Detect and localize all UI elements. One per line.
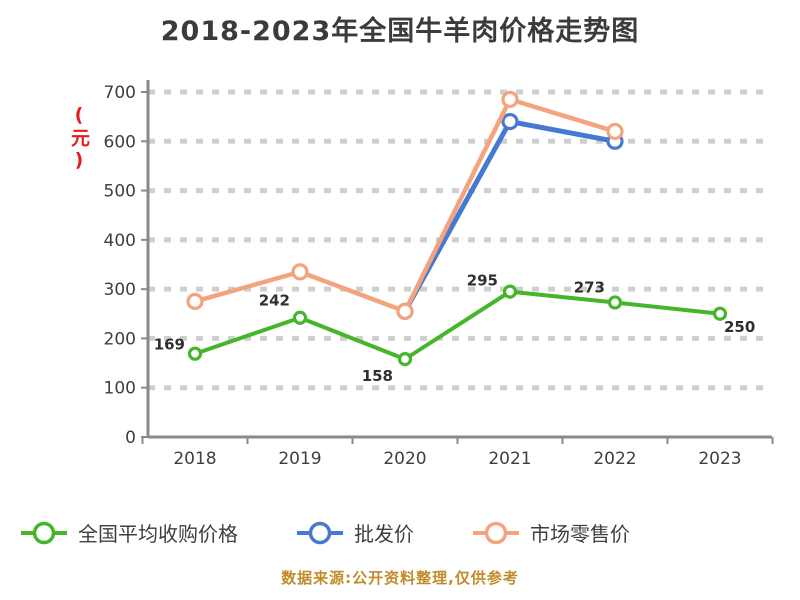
legend-item-orange-series[interactable]: 市场零售价 bbox=[472, 518, 630, 547]
y-axis-unit-label: (元) bbox=[68, 104, 90, 173]
data-point[interactable] bbox=[292, 310, 308, 325]
y-tick-label: 0 bbox=[125, 428, 136, 448]
source-caption: 数据来源:公开资料整理,仅供参考 bbox=[281, 569, 519, 587]
data-point[interactable] bbox=[607, 295, 623, 310]
x-tick-label: 2018 bbox=[173, 449, 216, 469]
data-point-label: 169 bbox=[154, 336, 185, 354]
data-point-label: 158 bbox=[362, 367, 393, 385]
x-tick-label: 2023 bbox=[698, 449, 741, 469]
chart-legend: 全国平均收购价格 批发价 市场零售价 bbox=[0, 518, 800, 547]
y-tick-label: 200 bbox=[104, 329, 136, 349]
data-point[interactable] bbox=[397, 352, 413, 367]
y-tick-label: 600 bbox=[104, 132, 136, 152]
orange-line-marker-icon bbox=[473, 521, 519, 544]
data-point-label: 250 bbox=[724, 318, 755, 336]
x-tick-label: 2020 bbox=[383, 449, 426, 469]
chart-title: 2018-2023年全国牛羊肉价格走势图 bbox=[160, 16, 640, 47]
green-line-marker-icon bbox=[21, 521, 67, 544]
legend-item-blue-series[interactable]: 批发价 bbox=[296, 518, 414, 547]
x-tick-label: 2021 bbox=[488, 449, 531, 469]
data-point[interactable] bbox=[187, 346, 203, 361]
data-point[interactable] bbox=[502, 284, 518, 299]
legend-label: 市场零售价 bbox=[530, 522, 630, 546]
y-tick-label: 500 bbox=[104, 182, 136, 202]
y-tick-label: 400 bbox=[104, 231, 136, 251]
data-point-label: 242 bbox=[259, 292, 290, 310]
legend-item-green-series[interactable]: 全国平均收购价格 bbox=[20, 518, 238, 547]
data-point[interactable] bbox=[396, 302, 414, 320]
y-tick-label: 300 bbox=[104, 280, 136, 300]
data-point[interactable] bbox=[606, 122, 624, 141]
series-line-0 bbox=[194, 289, 721, 362]
data-point-label: 295 bbox=[467, 272, 498, 290]
data-point[interactable] bbox=[501, 112, 519, 131]
x-tick-label: 2022 bbox=[593, 449, 636, 469]
data-point[interactable] bbox=[291, 263, 309, 281]
x-tick-label: 2019 bbox=[278, 449, 321, 469]
blue-line-marker-icon bbox=[297, 521, 343, 544]
data-point[interactable] bbox=[501, 90, 519, 108]
legend-label: 全国平均收购价格 bbox=[78, 522, 238, 546]
data-point[interactable] bbox=[712, 306, 728, 321]
data-point[interactable] bbox=[186, 292, 204, 311]
y-tick-label: 100 bbox=[104, 379, 136, 399]
y-tick-label: 700 bbox=[104, 83, 136, 103]
data-point-label: 273 bbox=[574, 278, 605, 296]
legend-label: 批发价 bbox=[354, 522, 414, 546]
